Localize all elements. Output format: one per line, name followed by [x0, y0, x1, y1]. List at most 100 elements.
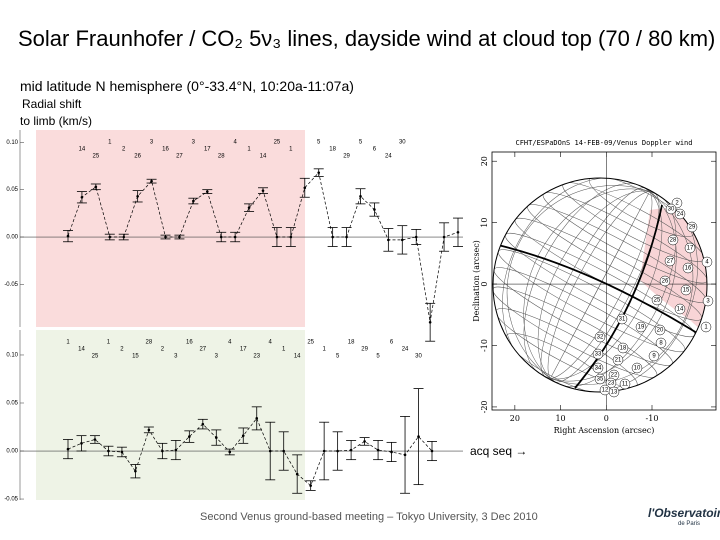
point [331, 235, 334, 239]
point-label: 25 [93, 154, 100, 160]
point [201, 422, 205, 426]
point-label: 17 [204, 147, 211, 153]
point-label: 30 [415, 354, 422, 360]
cell-label: 27 [667, 259, 674, 265]
point [303, 186, 307, 190]
point-label: 27 [176, 154, 183, 160]
cell-marker [594, 373, 606, 385]
point-label: 14 [260, 154, 267, 160]
point-label: 6 [390, 340, 394, 346]
cell-label: 30 [668, 207, 675, 213]
cell-marker [651, 294, 663, 306]
point-label: 1 [108, 140, 112, 146]
point-label: 4 [233, 140, 237, 146]
point [387, 238, 390, 242]
cell-label: 10 [634, 366, 641, 372]
point [289, 235, 293, 239]
point-label: 3 [215, 354, 219, 360]
x-axis-label: Right Ascension (arcsec) [554, 426, 655, 435]
cell-marker [659, 275, 671, 287]
y-axis-label: to limb (km/s) [20, 114, 92, 128]
y-tick-label: 0 [480, 282, 489, 287]
cell-label: 26 [662, 279, 669, 285]
point-label: 16 [186, 340, 193, 346]
cell-marker [612, 354, 624, 366]
point-label: 14 [294, 354, 301, 360]
point [442, 235, 446, 239]
point-label: 18 [348, 340, 355, 346]
point [275, 235, 279, 239]
point [403, 453, 407, 457]
point-label: 28 [146, 340, 153, 346]
cell-marker [592, 348, 604, 360]
point [214, 436, 218, 439]
x-tick-label: 20 [510, 414, 520, 423]
cell-label: 21 [615, 358, 622, 364]
x-tick-label: -10 [646, 414, 659, 423]
point-label: 3 [150, 140, 154, 146]
cell-label: 20 [657, 328, 664, 334]
y-tick-label: -0.05 [4, 497, 18, 503]
point-label: 29 [361, 347, 368, 353]
point [188, 435, 191, 438]
cell-label: 8 [659, 341, 663, 347]
point-label: 5 [359, 140, 363, 146]
cell-label: 11 [622, 382, 629, 388]
cell-label: 31 [619, 317, 626, 323]
cell-marker [592, 362, 604, 374]
point-label: 14 [79, 147, 86, 153]
point-label: 3 [192, 140, 196, 146]
x-tick-label: 0 [604, 414, 609, 423]
point [349, 448, 353, 452]
highlight [36, 130, 305, 327]
point-label: 1 [289, 147, 293, 153]
y-tick-label: 0.05 [6, 401, 18, 407]
point-label: 27 [199, 347, 206, 353]
cell-marker [648, 350, 660, 362]
point [268, 449, 272, 453]
cell-marker [608, 386, 620, 398]
point [336, 449, 339, 453]
point-label: 1 [66, 340, 70, 346]
point [241, 434, 245, 437]
limb [492, 177, 708, 393]
point-label: 1 [282, 347, 286, 353]
cell-marker [674, 208, 686, 220]
point-label: 18 [329, 147, 336, 153]
point [219, 235, 223, 239]
point [228, 450, 232, 454]
point [94, 185, 98, 189]
cell-marker [655, 337, 667, 349]
cell-marker [667, 234, 679, 246]
slide-title: Solar Fraunhofer / CO₂ 5ν₃ lines, daysid… [18, 26, 716, 51]
point [80, 442, 83, 445]
point-label: 2 [161, 347, 165, 353]
point [178, 235, 181, 239]
point-label: 25 [274, 140, 281, 146]
point-label: 29 [343, 154, 350, 160]
cell-label: 32 [597, 335, 604, 341]
cell-marker [619, 378, 631, 390]
point [192, 199, 195, 203]
y-tick-label: -10 [480, 339, 489, 352]
point-label: 24 [402, 347, 409, 353]
y-tick-label: 0.10 [6, 140, 18, 146]
y-tick-label: 20 [480, 156, 489, 166]
terminator [574, 204, 663, 389]
point [122, 235, 126, 239]
cell-label: 22 [611, 373, 618, 379]
cell-marker [680, 284, 692, 296]
cell-label: 4 [705, 260, 709, 266]
y-tick-label: 0.10 [6, 353, 18, 359]
point-label: 5 [317, 140, 321, 146]
point [247, 206, 251, 209]
point [66, 447, 70, 451]
cell-marker [617, 342, 629, 354]
point [390, 450, 393, 454]
point [134, 469, 137, 473]
point [345, 235, 348, 239]
point [161, 449, 164, 453]
point-label: 5 [376, 354, 380, 360]
cell-label: 35 [597, 377, 604, 383]
